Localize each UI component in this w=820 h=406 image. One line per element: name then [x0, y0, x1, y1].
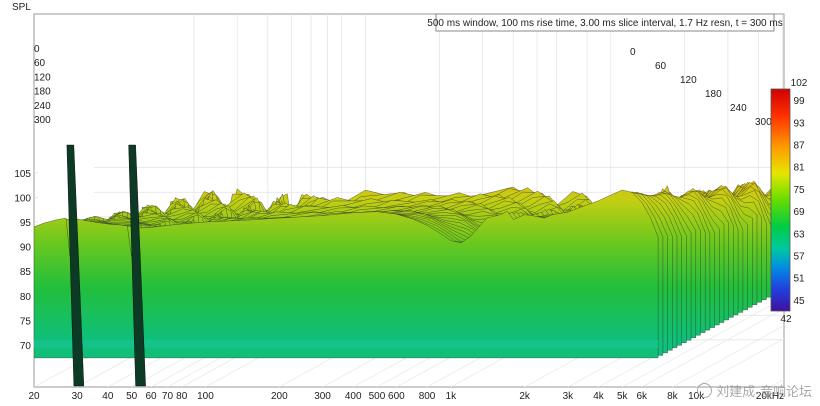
colorbar-label: 102	[791, 78, 808, 89]
surface-base	[34, 340, 659, 348]
x-tick-label: 20	[28, 391, 40, 402]
y-axis-label: SPL	[12, 2, 31, 13]
time-label-left: 0	[34, 44, 40, 55]
colorbar-label: 57	[793, 252, 805, 263]
colorbar-label: 69	[793, 207, 805, 218]
colorbar-label: 63	[793, 229, 805, 240]
colorbar-label: 87	[793, 141, 805, 152]
y-axis: 70 75 80 85 90 95 100 105	[14, 169, 31, 352]
x-tick-label: 40	[102, 391, 114, 402]
time-label-left: 180	[34, 87, 51, 98]
x-tick-label: 8k	[667, 391, 679, 402]
x-tick-label: 60	[145, 391, 157, 402]
colorbar-label: 45	[793, 296, 805, 307]
info-box	[435, 13, 775, 32]
y-tick-label: 80	[20, 292, 32, 303]
x-tick-label: 2k	[519, 391, 531, 402]
x-tick-label: 1k	[446, 391, 458, 402]
x-gridline-floor	[641, 308, 784, 387]
y-tick-label: 90	[20, 243, 32, 254]
waterfall-slice	[34, 189, 659, 359]
x-tick-label: 70	[162, 391, 174, 402]
time-label-right: 0	[630, 47, 636, 58]
time-label-right: 120	[680, 75, 697, 86]
x-tick-label: 500	[369, 391, 386, 402]
x-tick-label: 50	[126, 391, 138, 402]
y-tick-label: 105	[14, 169, 31, 180]
x-tick-label: 30	[72, 391, 84, 402]
x-tick-label: 800	[419, 391, 436, 402]
x-tick-label: 200	[271, 391, 288, 402]
y-tick-label: 95	[20, 218, 32, 229]
time-labels: 0 0 60 60 120 120 180 180 240 240 300 300	[34, 44, 772, 128]
colorbar-label: 81	[793, 163, 805, 174]
x-tick-label: 4k	[593, 391, 605, 402]
x-tick-label: 400	[345, 391, 362, 402]
time-label-left: 120	[34, 72, 51, 83]
notch-feature	[128, 144, 146, 387]
x-gridline-floor	[622, 298, 783, 387]
colorbar-label: 75	[793, 185, 805, 196]
x-gridline-floor	[695, 338, 784, 387]
y-tick-label: 70	[20, 341, 32, 352]
colorbar-gradient	[770, 88, 791, 312]
y-tick-label: 75	[20, 316, 32, 327]
watermark: 刘建成-音响论坛	[697, 381, 812, 400]
x-tick-label: 80	[176, 391, 188, 402]
colorbar-label: 99	[793, 96, 805, 107]
colorbar-label: 42	[780, 314, 792, 325]
time-label-right: 60	[655, 61, 667, 72]
x-tick-label: 6k	[636, 391, 648, 402]
x-axis: 20 30 40 50 60 70 80 100 200 300 400 500 600 800 1k 2k 3…	[28, 391, 784, 402]
x-tick-label: 100	[197, 391, 214, 402]
colorbar-label: 93	[793, 118, 805, 129]
x-tick-label: 3k	[563, 391, 575, 402]
watermark-text: 刘建成-音响论坛	[716, 385, 812, 400]
time-label-left: 240	[34, 101, 51, 112]
x-tick-label: 600	[388, 391, 405, 402]
watermark-icon	[697, 383, 713, 398]
x-gridline-floor	[672, 325, 784, 387]
x-tick-label: 300	[314, 391, 331, 402]
x-tick-label: 5k	[617, 391, 629, 402]
time-label-right: 300	[755, 117, 772, 128]
y-tick-label: 85	[20, 267, 32, 278]
time-label-left: 60	[34, 58, 46, 69]
info-text: 500 ms window, 100 ms rise time, 3.00 ms…	[427, 18, 782, 29]
colorbar-label: 51	[793, 274, 805, 285]
waterfall-surface	[34, 144, 784, 387]
notch-feature	[66, 144, 85, 387]
x-tick-label: 20kHz	[756, 391, 784, 402]
x-tick-label: 10k	[688, 391, 705, 402]
time-label-left: 300	[34, 115, 51, 126]
time-label-right: 240	[730, 103, 747, 114]
y-tick-label: 100	[14, 193, 31, 204]
time-label-right: 180	[705, 89, 722, 100]
